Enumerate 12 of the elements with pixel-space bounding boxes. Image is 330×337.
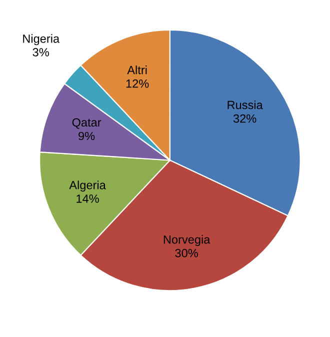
data-label: 32% — [233, 114, 256, 123]
slice-label: Nigeria — [23, 34, 60, 46]
slice-label: Russia — [228, 100, 263, 110]
data-label: 3% — [32, 48, 49, 56]
slice-label: Algeria — [69, 180, 106, 192]
data-label: 9% — [78, 132, 95, 140]
slice-label: Norvegia — [164, 235, 210, 246]
data-label: 12% — [126, 79, 149, 88]
data-label: 14% — [76, 194, 99, 203]
slice-label: Altri — [127, 66, 147, 74]
slice-label: Qatar — [72, 118, 102, 129]
data-label: 30% — [175, 248, 198, 258]
